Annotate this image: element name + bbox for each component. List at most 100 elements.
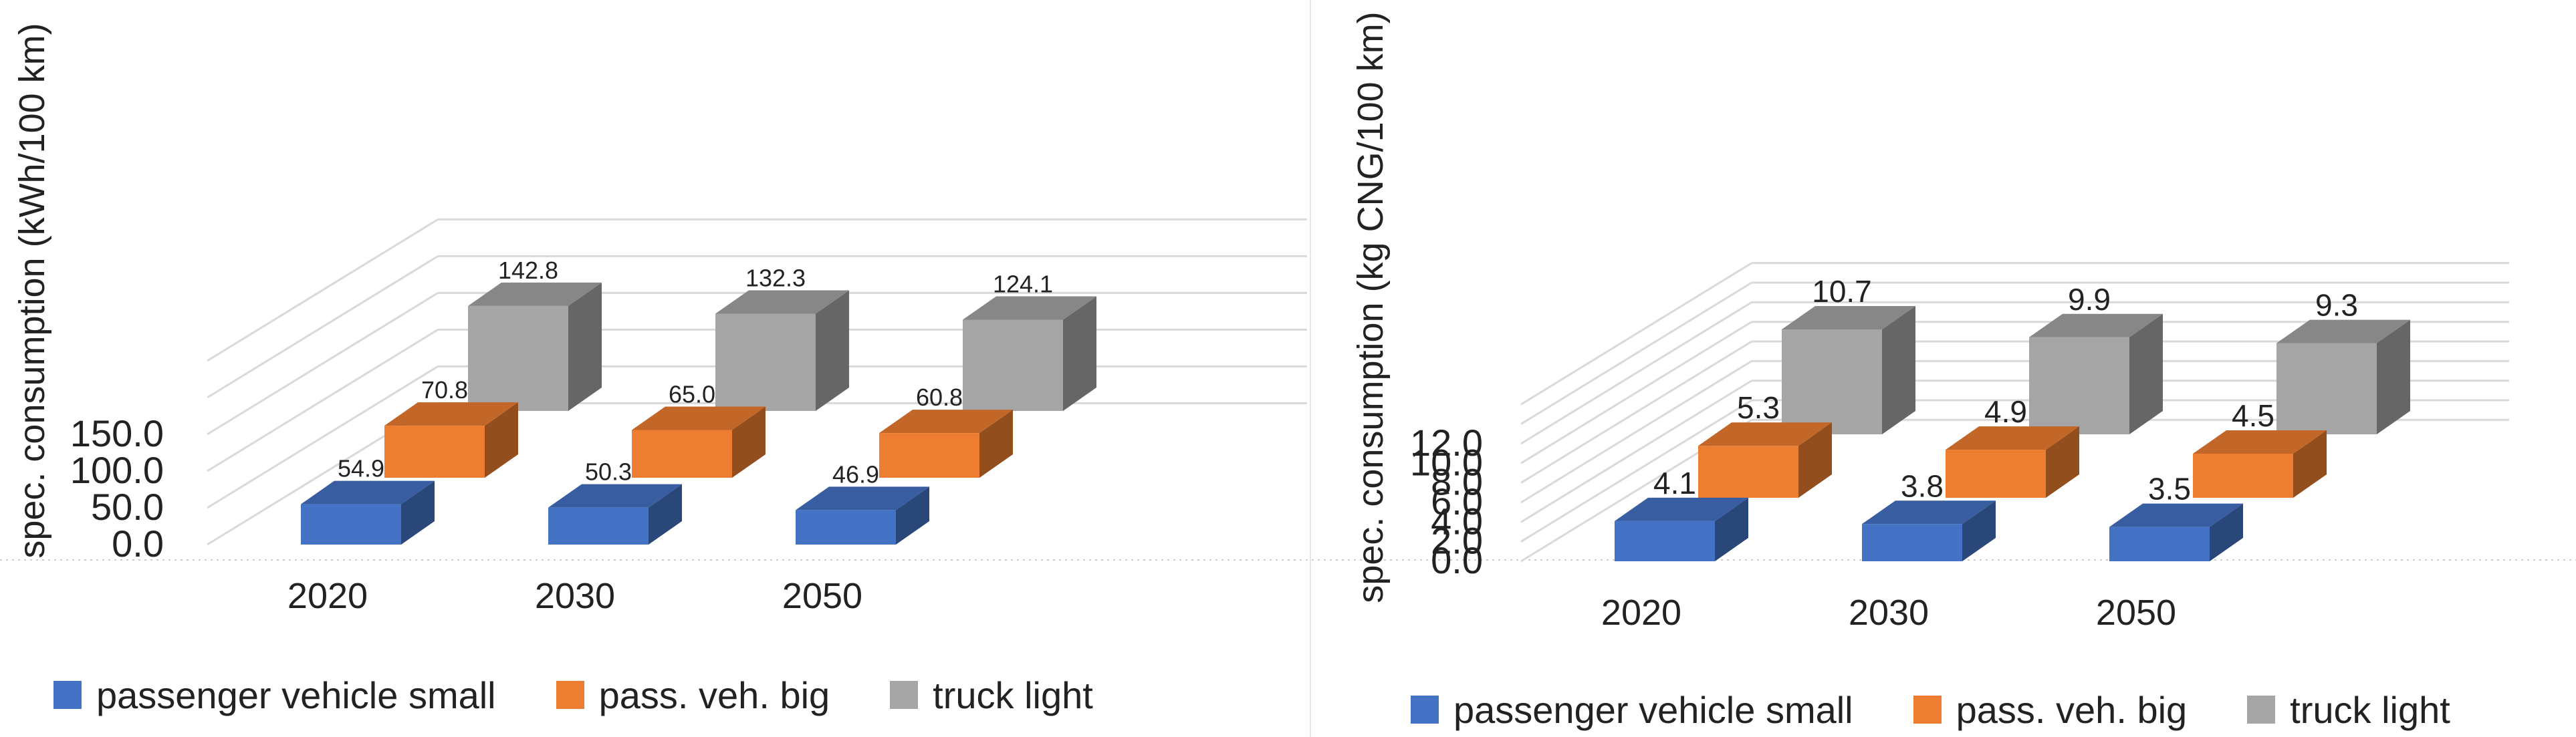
bar-side	[568, 282, 602, 411]
gridline-depth	[1520, 301, 1752, 445]
bar-front	[2276, 343, 2377, 434]
x-tick-label: 2020	[1601, 593, 1681, 633]
bar-front	[2029, 337, 2129, 434]
bar-top	[1782, 306, 1915, 330]
gridline-depth	[207, 365, 439, 509]
bar-pass-veh-big-2030	[1946, 426, 2079, 498]
legend-swatch-blue	[53, 681, 82, 709]
bar-top	[2276, 319, 2410, 343]
legend-swatch-orange	[556, 681, 584, 709]
bar-passenger-vehicle-small-2030	[548, 484, 682, 545]
bar-pass-veh-big-2050	[2193, 430, 2327, 498]
legend-item-pass-veh-big: pass. veh. big	[1913, 688, 2187, 732]
gridline-depth	[207, 292, 439, 436]
data-label: 4.9	[1984, 394, 2027, 429]
data-label: 50.3	[585, 458, 632, 486]
gridline-depth	[1520, 262, 1752, 406]
data-label: 10.7	[1812, 274, 1872, 309]
data-label: 5.3	[1737, 390, 1780, 425]
y-tick-label: 150.0	[70, 412, 164, 454]
legend-item-truck-light: truck light	[890, 674, 1093, 717]
bar-side	[2210, 503, 2243, 561]
gridline-depth	[1520, 399, 1752, 543]
y-axis-label: spec. consumption (kg CNG/100 km)	[1351, 11, 1391, 603]
chart-cng: 0.02.04.06.08.010.012.0 spec. consumption…	[1351, 11, 2509, 633]
bar-top	[1615, 497, 1748, 521]
data-label: 46.9	[832, 460, 879, 488]
bar-side	[1715, 497, 1748, 561]
bar-front	[384, 426, 485, 478]
bar-side	[979, 410, 1013, 478]
x-tick-label: 2020	[287, 576, 368, 616]
legend-item-passenger-vehicle-small: passenger vehicle small	[53, 674, 496, 717]
bar-side	[2046, 426, 2079, 498]
bar-side	[816, 290, 849, 411]
bar-front	[963, 319, 1063, 411]
y-tick-label: 100.0	[70, 449, 164, 491]
legend-item-passenger-vehicle-small: passenger vehicle small	[1411, 688, 1853, 732]
gridline-depth	[207, 218, 439, 362]
y-axis-label: spec. consumption (kWh/100 km)	[12, 23, 52, 558]
y-tick-label: 0.0	[112, 523, 164, 565]
legend-cng: passenger vehicle small pass. veh. big t…	[1411, 683, 2510, 736]
legend-label: truck light	[2290, 688, 2450, 731]
bar-side	[485, 402, 518, 478]
bar-top	[963, 296, 1096, 320]
bar-passenger-vehicle-small-2020	[1615, 497, 1748, 561]
bar-side	[649, 484, 682, 545]
gridline-depth	[1520, 380, 1752, 523]
bar-front	[1615, 521, 1715, 561]
x-tick-label: 2030	[535, 576, 615, 616]
gridline-depth	[1520, 281, 1752, 425]
bar-truck-light-2020	[468, 282, 602, 411]
x-tick-label: 2050	[782, 576, 862, 616]
bar-front	[2193, 453, 2293, 498]
bar-top	[548, 484, 682, 508]
bar-passenger-vehicle-small-2020	[301, 480, 435, 545]
bar-side	[401, 480, 435, 545]
data-label: 60.8	[916, 384, 963, 411]
data-label: 3.5	[2148, 472, 2191, 506]
y-tick-label: 6.0	[1431, 480, 1483, 523]
y-tick-label: 50.0	[91, 486, 164, 528]
x-tick-label: 2050	[2096, 593, 2176, 633]
bar-passenger-vehicle-small-2030	[1862, 500, 1996, 561]
bar-side	[732, 406, 766, 478]
y-tick-label: 12.0	[1410, 422, 1483, 464]
bar-front	[632, 430, 732, 478]
bar-front	[796, 510, 896, 545]
bar-front	[715, 313, 816, 411]
bar-pass-veh-big-2020	[384, 402, 518, 478]
y-tick-label: 2.0	[1431, 520, 1483, 562]
data-label: 9.9	[2068, 282, 2111, 317]
bar-top	[301, 480, 435, 504]
data-label: 132.3	[745, 264, 806, 291]
data-label: 124.1	[993, 270, 1053, 297]
bar-passenger-vehicle-small-2050	[2109, 503, 2243, 561]
bar-front	[1782, 329, 1882, 434]
gridline-depth	[207, 255, 439, 399]
bar-front	[548, 507, 649, 545]
legend-swatch-gray	[2247, 696, 2276, 724]
data-label: 4.1	[1653, 466, 1696, 500]
data-label: 65.0	[669, 381, 715, 408]
bar-side	[2129, 313, 2163, 434]
bar-top	[1862, 500, 1996, 525]
bar-top	[384, 402, 518, 426]
bar-side	[896, 486, 929, 545]
bar-front	[468, 305, 568, 411]
legend-item-truck-light: truck light	[2247, 688, 2450, 732]
bar-side	[1063, 296, 1096, 411]
legend-label: passenger vehicle small	[96, 674, 496, 716]
y-tick-label: 4.0	[1431, 500, 1483, 542]
bar-truck-light-2050	[963, 296, 1096, 411]
data-label: 3.8	[1901, 468, 1944, 503]
bar-side	[1882, 306, 1915, 434]
data-label: 9.3	[2315, 288, 2358, 323]
x-tick-label: 2030	[1849, 593, 1929, 633]
bar-top	[2193, 430, 2327, 454]
legend-label: pass. veh. big	[598, 674, 830, 716]
bar-side	[2293, 430, 2327, 498]
legend-swatch-blue	[1411, 696, 1439, 724]
